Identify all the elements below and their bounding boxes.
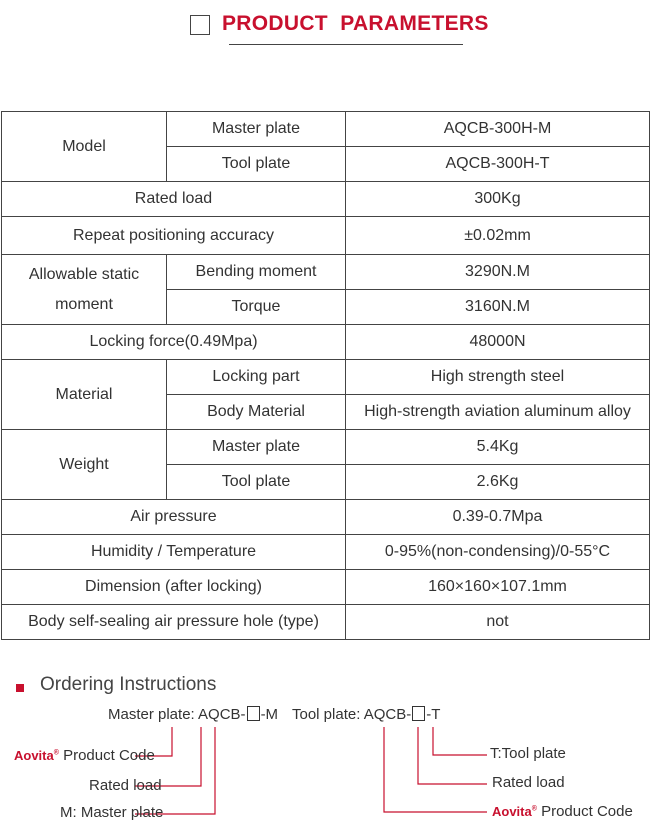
label-product-code: Aovita® Product Code	[14, 747, 155, 764]
label-master: M: Master plate	[60, 804, 164, 821]
cell: Master plate	[166, 429, 346, 465]
cell: Torque	[166, 289, 346, 325]
line-rated-load	[135, 727, 202, 787]
section-title: Ordering Instructions	[40, 674, 217, 695]
cell: not	[345, 604, 650, 640]
label-rated-load-2: Rated load	[492, 774, 565, 791]
table-row: Tool plate 2.6Kg	[2, 464, 650, 500]
line-product-code	[135, 727, 173, 757]
table-row: Weight Master plate 5.4Kg	[1, 429, 650, 500]
table-row: Repeat positioning accuracy ±0.02mm	[1, 216, 650, 255]
cell: Bending moment	[166, 254, 346, 290]
title-underline	[229, 44, 463, 45]
cell: Master plate	[166, 111, 346, 147]
cell: Weight	[1, 429, 167, 500]
cell: Air pressure	[1, 499, 346, 535]
label-rated-load: Rated load	[89, 777, 162, 794]
table-row: Body Material High-strength aviation alum…	[2, 394, 650, 430]
line-product-code-2	[383, 727, 487, 813]
table-row: Locking force(0.49Mpa) 48000N	[1, 324, 650, 360]
cell: 2.6Kg	[345, 464, 650, 500]
table-row: Air pressure 0.39-0.7Mpa	[1, 499, 650, 535]
label-tool: T:Tool plate	[490, 745, 566, 762]
cell: 0-95%(non-condensing)/0-55°C	[345, 534, 650, 570]
cell: AQCB-300H-T	[345, 146, 650, 182]
cell: 0.39-0.7Mpa	[345, 499, 650, 535]
cell: Body self-sealing air pressure hole (typ…	[1, 604, 346, 640]
cell: 300Kg	[345, 181, 650, 217]
brand-logo: Aovita®	[14, 748, 59, 763]
table-row: Model Master plate AQCB-300H-M	[1, 111, 650, 182]
label-product-code-2: Aovita® Product Code	[492, 803, 633, 820]
cell: AQCB-300H-M	[345, 111, 650, 147]
tool-code: Tool plate: AQCB- -T	[292, 706, 441, 723]
table-row: Torque 3160N.M	[2, 289, 650, 325]
cell: Locking force(0.49Mpa)	[1, 324, 346, 360]
cell: Model	[1, 111, 167, 182]
cell: 3160N.M	[345, 289, 650, 325]
cell: Rated load	[1, 181, 346, 217]
placeholder-box-icon	[246, 706, 260, 721]
cell: High-strength aviation aluminum alloy	[345, 394, 650, 430]
table-row: Rated load 300Kg	[1, 181, 650, 217]
cell: Allowable static moment	[1, 254, 167, 325]
page-title: PRODUCT PARAMETERS	[222, 12, 489, 35]
header-square-icon	[190, 15, 210, 35]
line-rated-load-2	[417, 727, 487, 785]
section-bullet-icon	[16, 684, 24, 692]
cell: High strength steel	[345, 359, 650, 395]
cell: 5.4Kg	[345, 429, 650, 465]
placeholder-box-icon	[412, 706, 426, 721]
table-row: Body self-sealing air pressure hole (typ…	[1, 604, 650, 640]
line-tool	[432, 727, 487, 756]
parameters-table: Model Master plate AQCB-300H-M Tool plate A…	[1, 111, 650, 640]
cell: 160×160×107.1mm	[345, 569, 650, 605]
master-code: Master plate: AQCB- -M	[108, 706, 279, 723]
cell: Body Material	[166, 394, 346, 430]
table-row: Allowable static moment Bending moment 329…	[1, 254, 650, 325]
cell: Tool plate	[166, 146, 346, 182]
line-master	[135, 727, 216, 815]
brand-logo: Aovita®	[492, 804, 537, 819]
cell: 3290N.M	[345, 254, 650, 290]
table-row: Tool plate AQCB-300H-T	[2, 146, 650, 182]
